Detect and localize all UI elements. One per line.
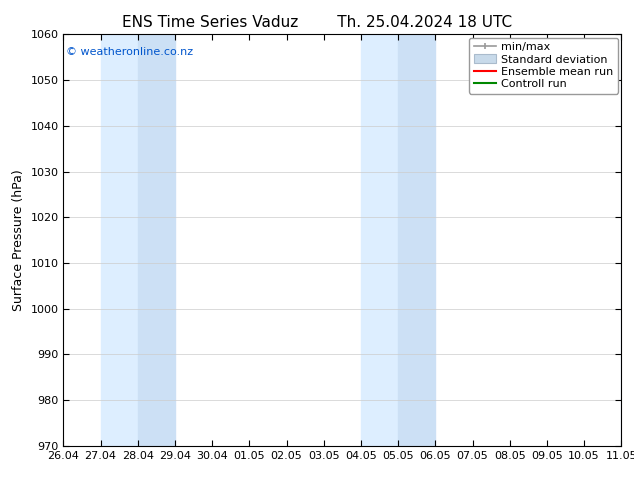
Bar bbox=[621, 34, 634, 446]
Bar bbox=[138, 34, 175, 446]
Text: © weatheronline.co.nz: © weatheronline.co.nz bbox=[66, 47, 193, 57]
Legend: min/max, Standard deviation, Ensemble mean run, Controll run: min/max, Standard deviation, Ensemble me… bbox=[469, 38, 618, 94]
Bar bbox=[361, 34, 398, 446]
Bar bbox=[101, 34, 138, 446]
Text: ENS Time Series Vaduz        Th. 25.04.2024 18 UTC: ENS Time Series Vaduz Th. 25.04.2024 18 … bbox=[122, 15, 512, 30]
Bar bbox=[398, 34, 436, 446]
Y-axis label: Surface Pressure (hPa): Surface Pressure (hPa) bbox=[12, 169, 25, 311]
